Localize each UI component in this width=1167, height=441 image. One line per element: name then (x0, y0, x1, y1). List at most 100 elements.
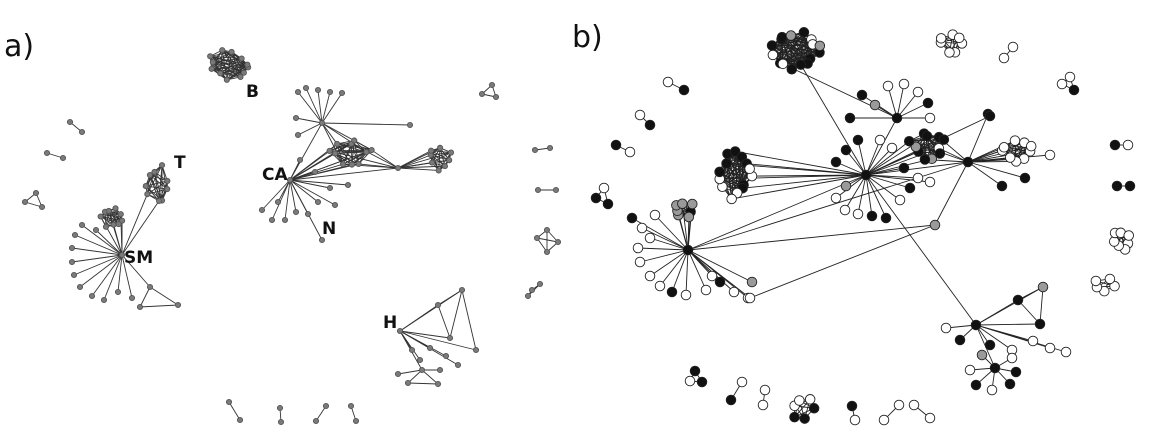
node (268, 216, 276, 224)
node-black (904, 182, 916, 194)
edge (271, 179, 291, 221)
node (97, 213, 104, 220)
node (118, 251, 126, 259)
node-white (898, 78, 910, 90)
node (68, 258, 76, 266)
edge (108, 210, 123, 256)
edge (687, 249, 751, 299)
node (43, 149, 51, 157)
node (552, 186, 560, 194)
edge (226, 51, 233, 80)
node-black (799, 413, 810, 424)
node (223, 76, 230, 83)
node-gray (929, 219, 941, 231)
edge (934, 161, 969, 226)
edge (321, 122, 372, 151)
node-black (1111, 180, 1123, 192)
node (458, 286, 466, 294)
edge (896, 102, 929, 119)
node-white (804, 394, 816, 405)
node-black (860, 169, 872, 181)
edge (671, 249, 689, 293)
node (142, 183, 149, 190)
node (294, 88, 302, 96)
edge (687, 174, 867, 251)
edge (649, 249, 689, 277)
node (92, 226, 100, 234)
edge (397, 165, 445, 169)
node-black (866, 210, 878, 222)
edge (74, 234, 123, 256)
edge (321, 92, 343, 124)
node-white (1056, 78, 1068, 90)
node-white (662, 76, 674, 88)
edge (857, 139, 867, 176)
edge (865, 174, 901, 201)
edge (742, 174, 867, 189)
edge (321, 122, 338, 145)
node-black (922, 97, 934, 109)
edge (329, 150, 344, 165)
edge (967, 142, 1025, 163)
node-black (880, 212, 892, 224)
node-black (840, 144, 852, 156)
edge (289, 179, 323, 241)
edge (95, 229, 123, 256)
edge (641, 227, 689, 251)
edge (289, 164, 353, 181)
node-black (919, 154, 931, 165)
node-white (654, 280, 666, 292)
node-black (626, 212, 638, 224)
edge (397, 369, 423, 375)
node-black (602, 198, 614, 210)
label-T: T (174, 153, 186, 173)
edge (79, 254, 123, 288)
edge (297, 91, 323, 124)
node-white (878, 414, 890, 426)
node-white (726, 193, 737, 205)
node (429, 159, 436, 166)
edge (659, 249, 689, 287)
edge (800, 64, 867, 176)
node (408, 346, 416, 354)
node-black (954, 334, 966, 346)
edge (147, 180, 168, 195)
edge (399, 330, 477, 351)
node-black (1019, 172, 1031, 184)
edge (295, 117, 323, 124)
node (144, 191, 151, 198)
node (112, 205, 119, 212)
edge (865, 161, 969, 176)
edge (791, 44, 814, 70)
node (534, 186, 542, 194)
edge (149, 286, 179, 306)
node-white (1060, 346, 1072, 358)
edge (772, 31, 805, 56)
node (434, 301, 442, 309)
node (208, 65, 215, 72)
node (322, 402, 330, 410)
node-white (759, 384, 771, 396)
node (281, 216, 289, 224)
node (488, 81, 496, 89)
node (368, 147, 375, 154)
node-black (682, 244, 694, 256)
edge (865, 174, 911, 189)
node-black (725, 394, 737, 406)
edge (687, 224, 936, 251)
edge (649, 237, 689, 251)
node (219, 47, 226, 54)
node-black (766, 40, 778, 51)
node (225, 398, 233, 406)
edge (687, 249, 713, 277)
edge (121, 193, 148, 256)
node-black (921, 130, 933, 142)
node (394, 164, 402, 172)
edge (121, 254, 151, 288)
node-white (777, 58, 789, 70)
node (326, 88, 334, 96)
edge (219, 51, 233, 74)
node-white (1006, 352, 1018, 364)
edge (967, 161, 1026, 179)
edge (835, 161, 867, 176)
